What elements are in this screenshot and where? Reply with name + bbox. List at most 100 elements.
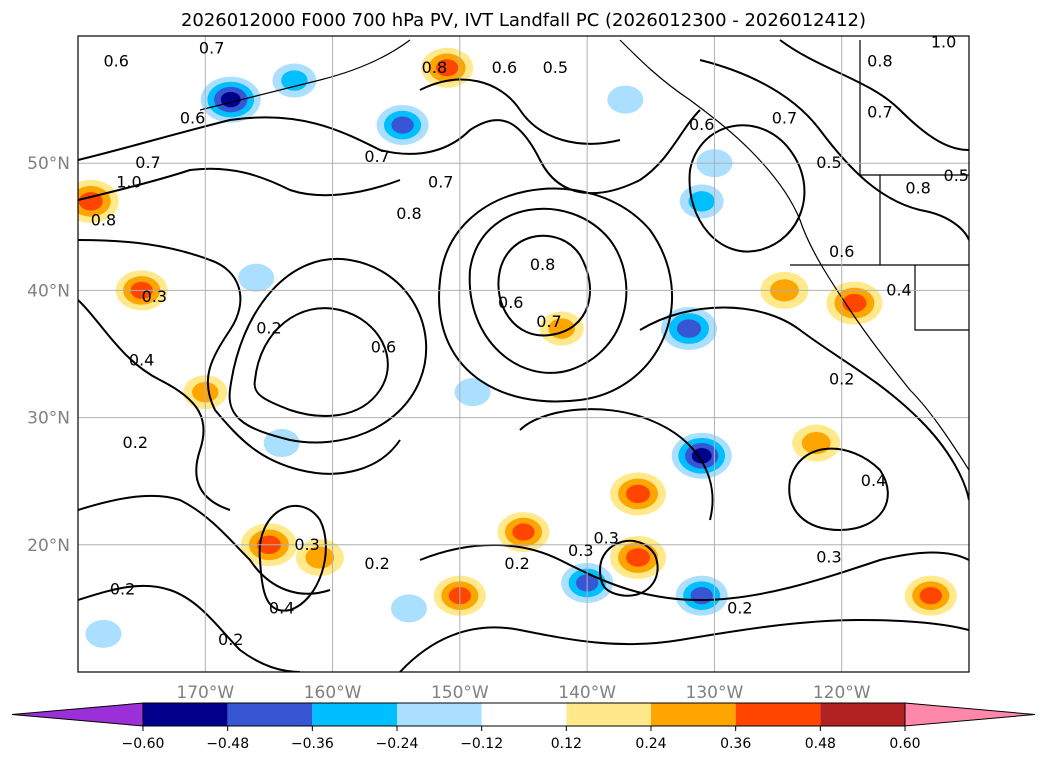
pv-contour [688,124,806,253]
shaded-level [78,192,103,211]
colorbar-segment [735,703,821,726]
contour-label: 0.3 [294,535,319,554]
pv-contour [779,39,969,151]
pv-contour [78,109,701,195]
lon-tick-label: 170°W [176,683,234,703]
pv-contour [78,299,231,511]
contour-label: 0.8 [396,204,421,223]
contour-label: 0.7 [536,312,561,331]
colorbar-extend-max [904,702,1036,727]
contour-label: 0.8 [905,179,930,198]
colorbar: −0.60 −0.48 −0.36 −0.24 −0.12 0.12 0.24 0.36 0.4… [11,702,1036,752]
shaded-blob [610,472,667,516]
state-border [790,40,969,331]
colorbar-tick-label: −0.24 [376,736,419,752]
colorbar-tick-label: 0.24 [635,736,666,752]
contour-label: 0.6 [498,293,523,312]
shaded-blob [610,536,667,580]
shaded-blob [497,512,550,553]
contour-label: 0.4 [269,598,294,617]
shaded-level [676,319,701,338]
pv-contour [228,257,428,444]
colorbar-segment [651,703,736,726]
colorbar-segment [566,703,651,726]
lat-tick-label: 40°N [27,281,70,301]
shaded-level [512,523,535,541]
contour-label: 1.0 [931,32,956,51]
pv-contour [258,504,327,612]
shaded-blob [904,575,957,616]
shaded-level [688,191,715,212]
contour-label: 0.2 [123,433,148,452]
lat-tick-label: 30°N [27,409,70,429]
contour-labels: 0.60.70.60.71.00.80.70.70.80.6 0.50.80.30… [91,32,969,649]
coastline [199,39,411,111]
contour-label: 0.7 [867,102,892,121]
colorbar-segment [312,703,397,726]
shaded-level [435,59,459,77]
shaded-level [391,116,414,134]
shaded-blob [671,432,732,479]
chart-title: 2026012000 F000 700 hPa PV, IVT Landfall… [180,10,867,31]
shaded-level [919,587,942,605]
contour-label: 0.7 [135,153,160,172]
contour-label: 0.4 [129,350,154,369]
contour-label: 0.7 [428,172,453,191]
shaded-blob [376,105,429,146]
contour-label: 0.4 [861,471,886,490]
contour-label: 0.5 [543,58,568,77]
shaded-blob [454,378,491,407]
shaded-blob [238,263,275,292]
colorbar-tick-label: −0.48 [206,736,249,752]
colorbar-tick-label: 0.36 [720,736,751,752]
map-grid [78,36,969,672]
pv-contour [399,618,969,672]
shaded-blob [607,85,644,114]
shaded-level [454,378,491,407]
contour-label: 0.6 [492,58,517,77]
shaded-blob [272,63,317,98]
plot-frame [77,35,970,673]
contour-label: 0.2 [364,554,389,573]
shaded-level [607,85,644,114]
contour-label: 0.6 [689,115,714,134]
contour-label: 0.3 [816,548,841,567]
colorbar-tick-label: 0.48 [805,736,836,752]
colorbar-tick-label: −0.60 [122,736,165,752]
colorbar-segment [397,703,482,726]
shaded-level [690,587,713,605]
contour-label: 0.3 [594,528,619,547]
contour-label: 1.0 [116,172,141,191]
colorbar-extend-min [11,702,144,727]
contour-label: 0.2 [256,319,281,338]
pv-contour [78,239,401,475]
shaded-field [78,47,957,648]
pv-contour [468,207,628,374]
contour-label: 0.6 [180,109,205,128]
colorbar-segment [143,703,228,726]
contour-label: 0.8 [867,51,892,70]
contour-label: 0.3 [142,287,167,306]
shaded-blob [792,424,841,462]
shaded-blob [295,539,344,577]
contour-label: 0.6 [371,338,396,357]
contour-label: 0.2 [727,598,752,617]
shaded-level [220,91,241,108]
contour-label: 0.3 [568,541,593,560]
shaded-level [626,484,651,504]
contour-label: 0.6 [829,242,854,261]
contour-label: 0.2 [218,630,243,649]
shaded-blob [660,307,717,351]
shaded-blob [826,281,883,325]
pv-contour [699,59,969,241]
lon-tick-label: 150°W [431,683,489,703]
pv-contour [438,187,674,403]
pv-contour [788,447,889,532]
shaded-blob [78,179,119,223]
shaded-level [281,70,308,91]
contour-label: 0.7 [199,39,224,58]
pv-contour [253,307,389,417]
pv-contour [598,539,659,597]
lon-tick-label: 140°W [558,683,616,703]
colorbar-tick-label: 0.60 [889,736,920,752]
